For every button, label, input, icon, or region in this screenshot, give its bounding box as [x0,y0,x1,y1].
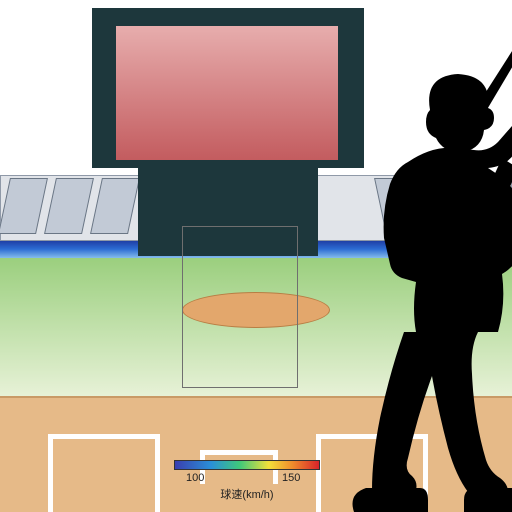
pitch-location-diagram: 100 150 球速(km/h) [0,0,512,512]
velocity-legend: 100 150 球速(km/h) [174,460,320,500]
velocity-axis-label: 球速(km/h) [174,486,320,502]
batter-silhouette [300,40,512,512]
velocity-tick: 100 [186,472,204,484]
velocity-tick: 150 [282,472,300,484]
velocity-color-bar [174,460,320,470]
